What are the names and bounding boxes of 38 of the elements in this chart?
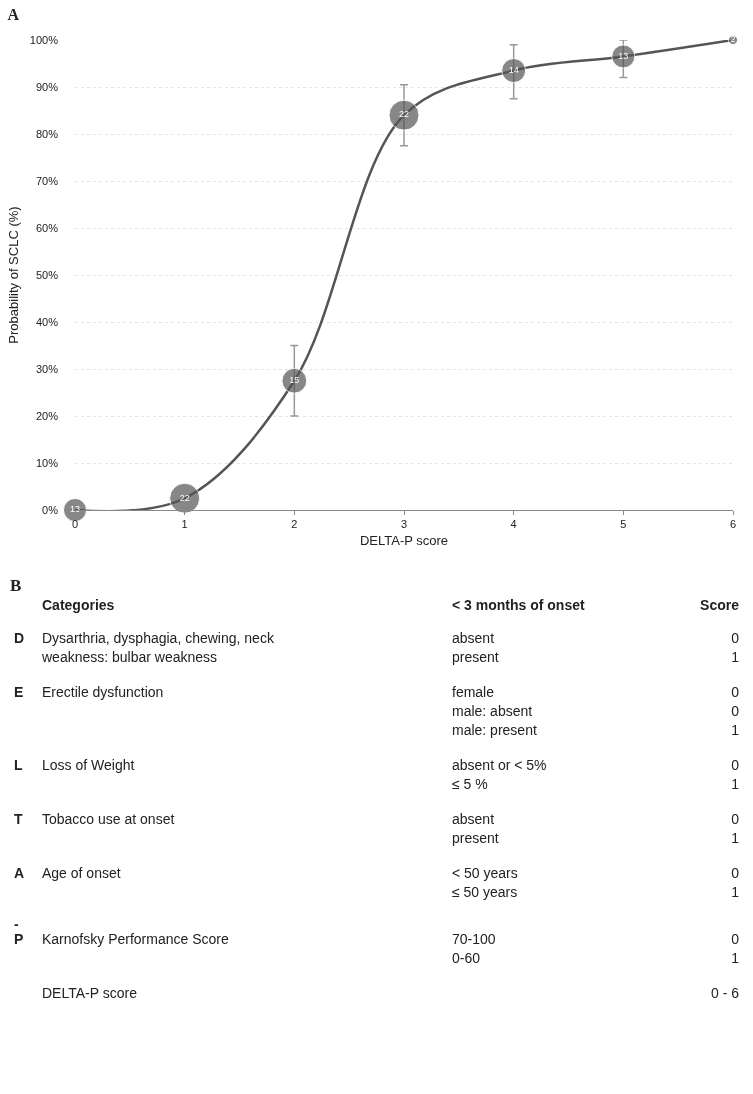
text: DELTA-P score 0 - 6 — [42, 985, 739, 1001]
text: D Dysarthria, dysphagia, chewing, neck weakness: bulbar weakness absent present 0 1 — [14, 630, 739, 665]
text: P Karnofsky Performance Score 70-100 0-60 0 1 — [14, 931, 739, 966]
data-label: 14 — [508, 64, 519, 75]
chart-title: A — [7, 5, 20, 23]
text: Categories < 3 months of onset Score — [42, 597, 739, 613]
y-tick-label: 30% — [35, 362, 59, 375]
y-axis-title: Probability of SCLC (%) — [5, 206, 21, 344]
data-label: 15 — [289, 375, 300, 385]
y-tick-label: 100% — [29, 33, 59, 46]
x-tick-label: 0 — [71, 518, 79, 531]
y-tick-label: 90% — [35, 80, 59, 93]
x-tick-label: 2 — [291, 518, 298, 531]
y-tick-label: 60% — [35, 221, 59, 234]
y-tick-label: 80% — [35, 127, 59, 140]
y-tick-label: 70% — [35, 174, 59, 187]
text: B — [10, 576, 23, 596]
data-label: 13 — [618, 50, 629, 61]
y-tick-label: 50% — [35, 268, 59, 281]
x-tick-label: 3 — [400, 518, 408, 531]
text: E Erectile dysfunction female male: absent male: present 0 0 1 — [14, 684, 739, 738]
y-tick-label: 10% — [35, 456, 59, 469]
data-label: 13 — [69, 504, 81, 515]
data-label: 22 — [179, 492, 190, 503]
y-tick-label: 40% — [35, 315, 59, 328]
x-tick-label: 6 — [729, 518, 737, 531]
y-tick-label: 20% — [35, 409, 59, 422]
x-tick-label: 1 — [181, 518, 188, 531]
y-tick-label: 0% — [42, 503, 59, 516]
text: - — [13, 916, 20, 932]
data-label: 22 — [398, 109, 410, 120]
data-label: 2 — [730, 34, 736, 45]
text: T Tobacco use at onset absent present 0 1 — [14, 811, 739, 846]
x-tick-label: 5 — [620, 518, 627, 531]
x-axis-title: DELTA-P score — [359, 532, 449, 548]
text: A Age of onset < 50 years ≤ 50 years 0 1 — [14, 865, 739, 900]
text: L Loss of Weight absent or < 5% ≤ 5 % 0 1 — [14, 757, 739, 792]
x-tick-label: 4 — [510, 518, 517, 531]
